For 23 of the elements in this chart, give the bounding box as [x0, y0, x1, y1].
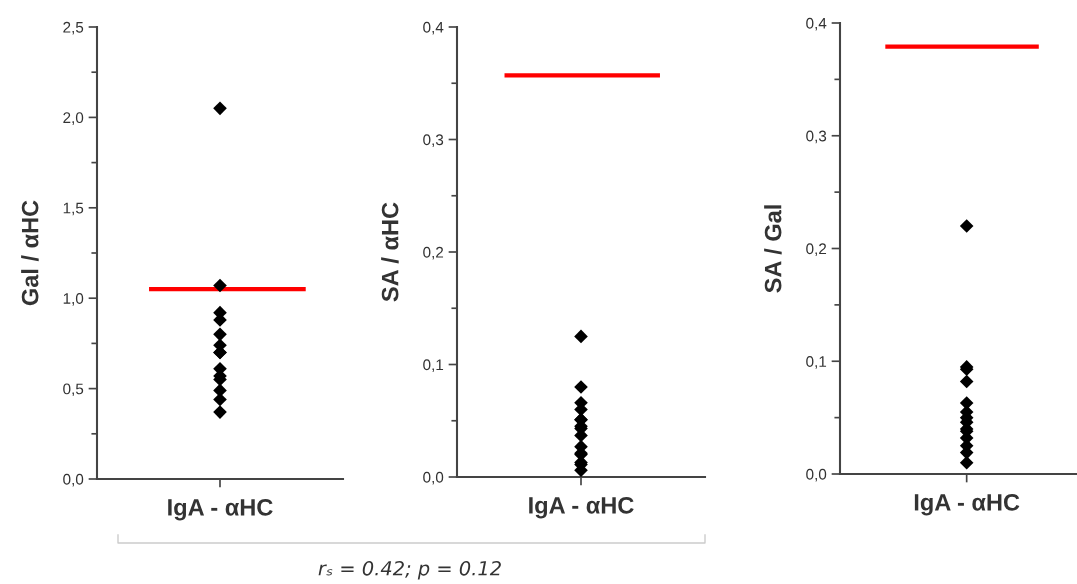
y-axis-title: SA / αHC	[381, 202, 399, 302]
y-tick-label: 2,0	[63, 112, 84, 125]
y-tick-label: 0,1	[423, 359, 444, 372]
y-tick-label: 0,3	[423, 134, 444, 147]
y-tick-label: 2,5	[63, 21, 84, 35]
y-tick-label: 0,3	[806, 130, 827, 144]
x-tick-label: IgA - αHC	[168, 498, 273, 521]
y-tick-label: 1,5	[63, 202, 84, 216]
y-tick-label: 0,4	[423, 21, 444, 35]
y-tick-label: 0,2	[806, 243, 827, 256]
y-tick-label: 0,0	[63, 473, 84, 487]
y-tick-label: 1,0	[63, 293, 84, 306]
y-tick-label: 0,2	[423, 246, 444, 260]
x-tick-label: IgA - αHC	[914, 493, 1020, 516]
x-tick-label: IgA - αHC	[529, 496, 634, 519]
y-axis-title: SA / Gal	[764, 205, 782, 293]
y-tick-label: 0,1	[806, 356, 827, 369]
y-tick-label: 0,4	[806, 17, 827, 31]
text: rₛ = 0.42; p = 0.12	[318, 560, 501, 580]
y-axis-title: Gal / αHC	[21, 200, 39, 306]
y-tick-label: 0,0	[423, 471, 444, 485]
y-tick-label: 0,0	[806, 468, 827, 482]
y-tick-label: 0,5	[63, 383, 84, 397]
